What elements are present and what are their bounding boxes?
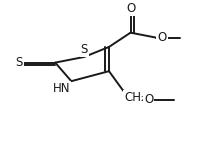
- Text: CH₂: CH₂: [124, 91, 146, 104]
- Text: O: O: [144, 93, 153, 106]
- Text: S: S: [15, 56, 23, 69]
- Text: S: S: [81, 43, 88, 56]
- Text: HN: HN: [53, 82, 70, 95]
- Text: O: O: [157, 31, 167, 44]
- Text: O: O: [126, 2, 135, 15]
